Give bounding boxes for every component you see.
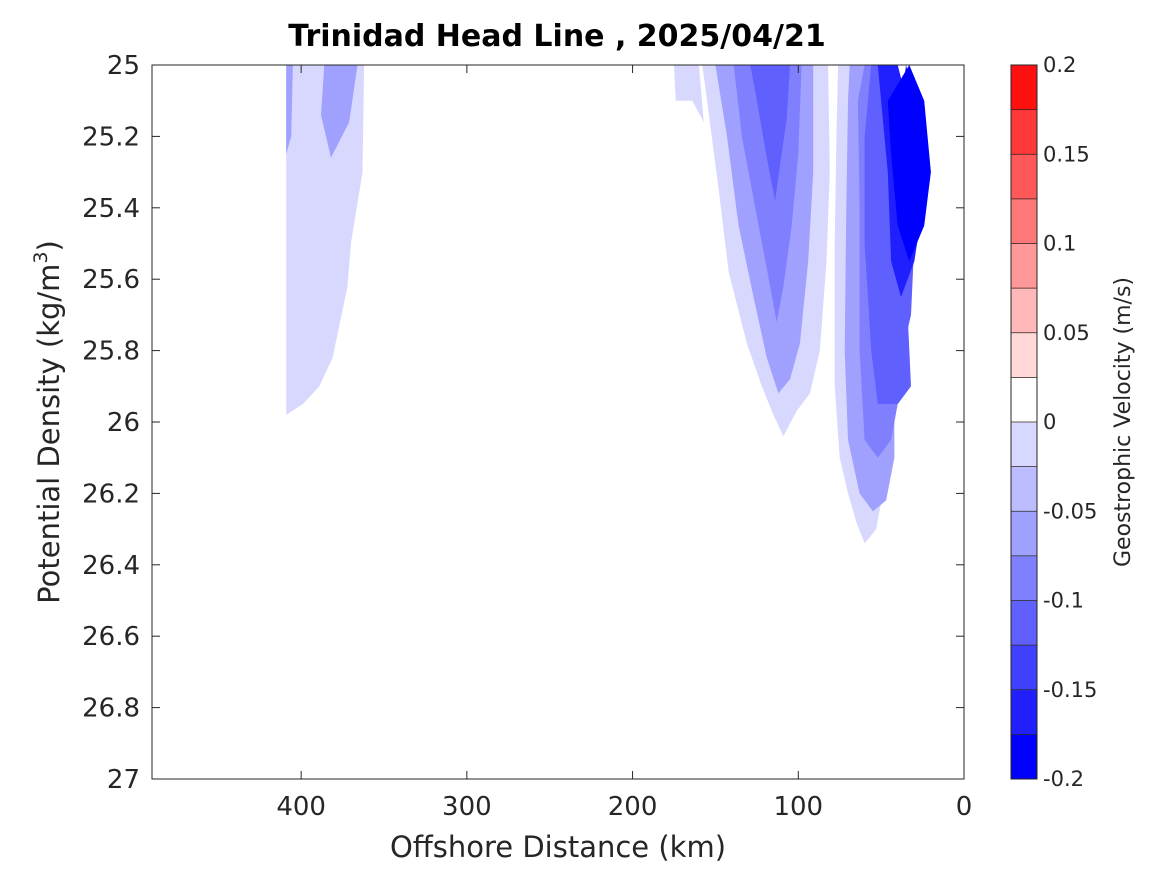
contour-region: [887, 65, 931, 262]
y-tick-label: 25: [107, 51, 140, 81]
colorbar-tick-label: 0.2: [1043, 53, 1076, 77]
x-tick-label: 300: [442, 792, 492, 822]
contour-region: [882, 607, 931, 744]
colorbar-segment: [1011, 377, 1037, 423]
y-tick-label: 26: [107, 408, 140, 438]
contour-region: [443, 65, 467, 333]
colorbar-segment: [1011, 154, 1037, 200]
colorbar-tick-label: -0.15: [1043, 678, 1097, 702]
colorbar-tick-label: 0: [1043, 410, 1056, 434]
colorbar-tick-label: -0.2: [1043, 767, 1084, 791]
colorbar: 0.2 0.15 0.1 0.05 0 -0.05 -0.1 -0.15 -0.2: [1010, 53, 1097, 791]
colorbar-segment: [1011, 198, 1037, 244]
colorbar-segment: [1011, 511, 1037, 557]
y-tick-label: 26.8: [82, 694, 140, 724]
colorbar-segment: [1011, 109, 1037, 155]
contour-region: [503, 65, 558, 301]
colorbar-segment: [1011, 243, 1037, 289]
colorbar-segment: [1011, 645, 1037, 691]
y-axis-label: Potential Density (kg/m3): [30, 240, 66, 604]
y-tick-label: 25.2: [82, 122, 140, 152]
colorbar-label: Geostrophic Velocity (m/s): [1111, 277, 1136, 567]
contour-region: [773, 65, 790, 94]
y-tick-label: 27: [107, 765, 140, 795]
colorbar-segment: [1011, 422, 1037, 468]
colorbar-frame: [1010, 64, 1038, 780]
x-tick-label: 400: [276, 792, 326, 822]
colorbar-tick-label: 0.15: [1043, 142, 1090, 166]
colorbar-tick-label: 0.1: [1043, 232, 1076, 256]
contour-region: [674, 65, 704, 123]
colorbar-segment: [1011, 332, 1037, 378]
contour-region: [286, 689, 353, 779]
x-tick-label: 200: [608, 792, 658, 822]
y-tick-label: 25.8: [82, 337, 140, 367]
colorbar-segment: [1011, 466, 1037, 512]
plot-area: 400 300 200 100 0 25 25.2 25.4 25.6 25.8 26 26.2 26…: [82, 51, 972, 822]
y-axis: 25 25.2 25.4 25.6 25.8 26 26.2 26.4 26.6 26.8 27: [82, 51, 964, 795]
contour-region: [321, 65, 358, 158]
colorbar-segment: [1011, 65, 1037, 111]
y-tick-label: 26.6: [82, 622, 140, 652]
contour-region: [758, 618, 809, 744]
x-axis: 400 300 200 100 0: [276, 65, 972, 822]
y-tick-label: 25.6: [82, 265, 140, 295]
chart-title: Trinidad Head Line , 2025/04/21: [288, 19, 825, 54]
colorbar-segment: [1011, 600, 1037, 646]
x-tick-label: 0: [956, 792, 973, 822]
y-tick-label: 25.4: [82, 194, 140, 224]
colorbar-segment: [1011, 288, 1037, 334]
y-tick-label: 26.2: [82, 479, 140, 509]
colorbar-tick-label: 0.05: [1043, 321, 1090, 345]
colorbar-segment: [1011, 689, 1037, 735]
y-tick-label: 26.4: [82, 551, 140, 581]
contour-region: [901, 65, 920, 137]
colorbar-segment: [1011, 555, 1037, 601]
y-axis-label-superscript: 3: [30, 251, 52, 263]
contour-region: [286, 65, 293, 155]
contour-region: [935, 165, 950, 547]
colorbar-tick-label: -0.1: [1043, 589, 1084, 613]
contour-region: [286, 65, 365, 415]
x-axis-label: Offshore Distance (km): [390, 830, 726, 864]
x-tick-label: 100: [773, 792, 823, 822]
y-axis-label-main: Potential Density (kg/m: [32, 264, 66, 604]
colorbar-segment: [1011, 734, 1037, 780]
contour-region: [750, 65, 790, 201]
colorbar-tick-label: -0.05: [1043, 499, 1097, 523]
contour-regions: [286, 65, 950, 779]
y-axis-label-close: ): [32, 240, 66, 251]
